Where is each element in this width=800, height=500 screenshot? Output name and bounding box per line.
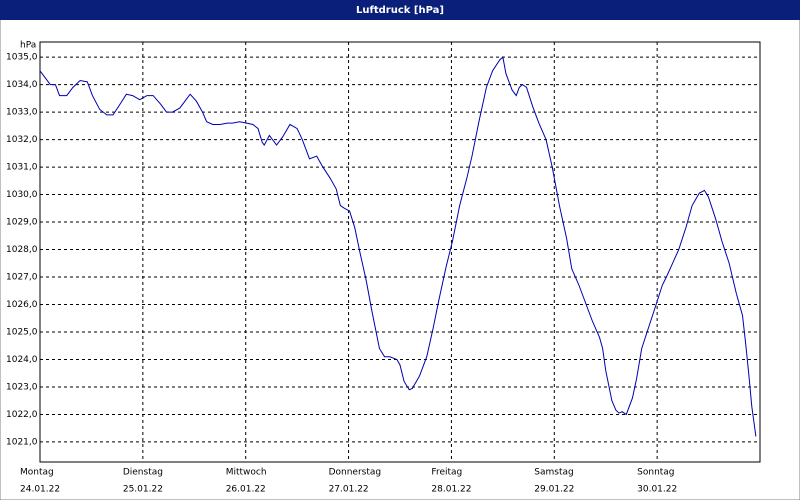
y-axis-label: hPa bbox=[20, 41, 36, 51]
line-series bbox=[39, 56, 757, 437]
y-tick-label: 1022,0 bbox=[6, 410, 38, 420]
title-bar bbox=[0, 0, 800, 20]
x-tick-label: Dienstag bbox=[123, 468, 163, 478]
x-tick-label: Sonntag bbox=[637, 468, 674, 478]
x-tick-date: 29.01.22 bbox=[534, 485, 574, 495]
x-tick-date: 30.01.22 bbox=[637, 485, 677, 495]
y-tick-label: 1033,0 bbox=[6, 108, 38, 118]
y-tick-label: 1032,0 bbox=[6, 135, 38, 145]
x-tick-date: 24.01.22 bbox=[20, 485, 60, 495]
x-tick-date: 27.01.22 bbox=[329, 485, 369, 495]
x-tick-label: Donnerstag bbox=[329, 468, 382, 478]
y-tick-label: 1034,0 bbox=[6, 80, 38, 90]
y-tick-label: 1035,0 bbox=[6, 53, 38, 63]
x-tick-date: 26.01.22 bbox=[226, 485, 266, 495]
y-tick-label: 1023,0 bbox=[6, 382, 38, 392]
y-tick-label: 1031,0 bbox=[6, 163, 38, 173]
x-tick-label: Samstag bbox=[534, 468, 573, 478]
y-tick-label: 1024,0 bbox=[6, 355, 38, 365]
x-tick-label: Montag bbox=[20, 468, 54, 478]
y-tick-label: 1029,0 bbox=[6, 218, 38, 228]
x-tick-date: 25.01.22 bbox=[123, 485, 163, 495]
y-tick-label: 1027,0 bbox=[6, 273, 38, 283]
chart-title: Luftdruck [hPa] bbox=[356, 5, 444, 16]
y-tick-label: 1030,0 bbox=[6, 190, 38, 200]
x-tick-date: 28.01.22 bbox=[431, 485, 471, 495]
y-tick-label: 1026,0 bbox=[6, 300, 38, 310]
y-tick-label: 1021,0 bbox=[6, 437, 38, 447]
y-tick-label: 1028,0 bbox=[6, 245, 38, 255]
y-tick-label: 1025,0 bbox=[6, 327, 38, 337]
x-tick-label: Freitag bbox=[431, 468, 462, 478]
x-tick-label: Mittwoch bbox=[226, 468, 267, 478]
